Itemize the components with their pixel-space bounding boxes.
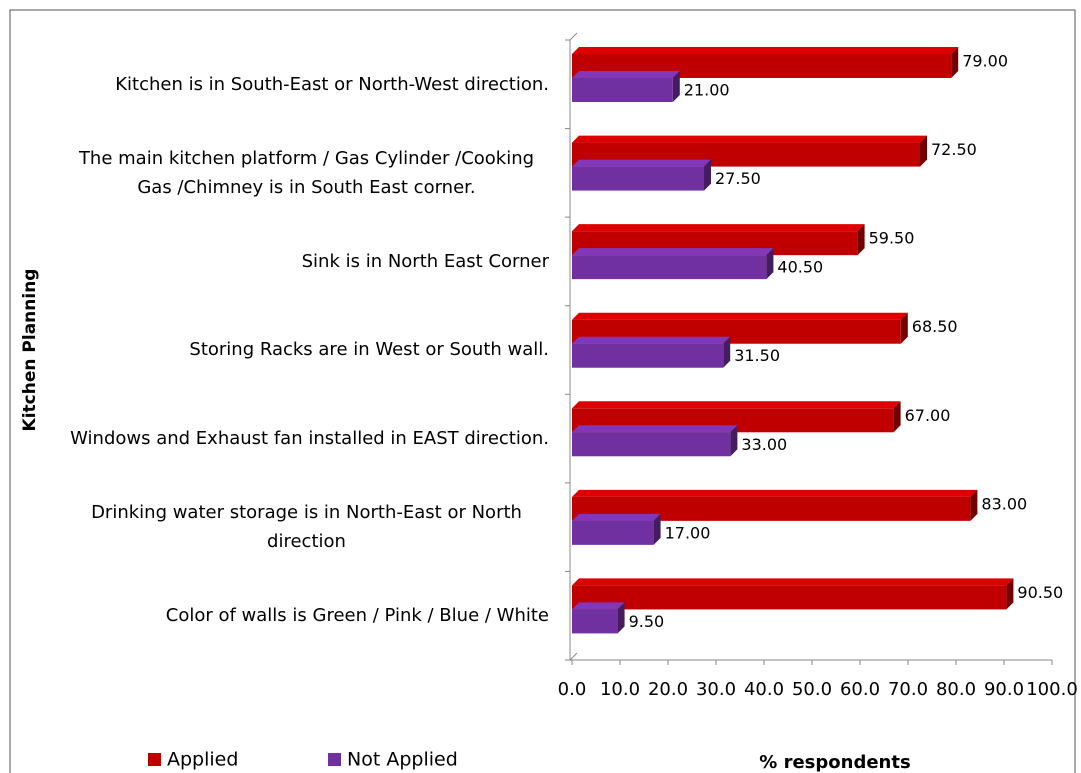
bar-side-face [857, 224, 865, 256]
bar [572, 425, 738, 457]
x-tick-label: 90.0 [984, 679, 1024, 700]
bar-side-face [617, 602, 625, 634]
bar-side-face [920, 135, 927, 167]
bar-front-face [572, 585, 1007, 610]
bar [572, 513, 661, 545]
category-label-box: Kitchen is in South-East or North-West d… [29, 40, 549, 129]
bar-front-face [572, 609, 618, 634]
bar-side-face [653, 513, 661, 545]
bar-side-face [723, 336, 731, 368]
value-label: 68.50 [912, 317, 958, 336]
value-label: 83.00 [981, 494, 1027, 513]
value-label: 79.00 [962, 52, 1008, 71]
value-label: 31.50 [734, 346, 780, 365]
bar-side-face [893, 401, 901, 433]
axis-line [569, 652, 578, 661]
bar [572, 71, 680, 102]
bar-side-face [766, 248, 774, 280]
value-label: 9.50 [629, 612, 665, 631]
value-label: 67.00 [905, 406, 951, 425]
bar-top-face [572, 602, 625, 610]
x-axis-title: % respondents [759, 752, 910, 773]
bar-top-face [572, 401, 901, 409]
bar-top-face [572, 312, 908, 320]
value-label: 90.50 [1017, 583, 1063, 602]
category-label-box: Windows and Exhaust fan installed in EAS… [29, 394, 549, 483]
x-tick-label: 70.0 [888, 679, 928, 700]
category-label: Windows and Exhaust fan installed in EAS… [70, 428, 549, 450]
bar-top-face [572, 248, 774, 256]
category-label: Sink is in North East Corner [301, 250, 549, 272]
bar-top-face [572, 513, 661, 521]
bar [572, 135, 927, 167]
bar-side-face [730, 425, 738, 457]
chart-border [9, 9, 1076, 773]
x-tick-label: 60.0 [840, 679, 880, 700]
bar [572, 578, 1014, 610]
bar-front-face [572, 432, 731, 457]
x-tick-label: 50.0 [792, 679, 832, 700]
category-label: Storing Racks are in West or South wall. [189, 339, 549, 361]
value-label: 21.00 [684, 81, 730, 100]
category-label: Color of walls is Green / Pink / Blue / … [165, 605, 549, 627]
bar [572, 336, 731, 368]
legend-swatch [148, 753, 161, 766]
category-label: The main kitchen platform / Gas Cylinder… [78, 147, 535, 198]
x-tick-label: 100.0 [1026, 679, 1078, 700]
bar-top-face [572, 71, 680, 78]
category-label-box: Color of walls is Green / Pink / Blue / … [29, 571, 549, 660]
bar-top-face [572, 578, 1014, 586]
x-tick-label: 0.0 [558, 679, 587, 700]
category-label: Kitchen is in South-East or North-West d… [115, 73, 549, 95]
value-label: 59.50 [869, 229, 915, 248]
legend-label: Not Applied [347, 749, 458, 771]
bar-side-face [970, 489, 978, 521]
x-tick-label: 40.0 [744, 679, 784, 700]
x-tick-label: 30.0 [696, 679, 736, 700]
value-label: 40.50 [777, 258, 823, 277]
bar-front-face [572, 343, 724, 368]
bar [572, 47, 959, 78]
category-label-box: Storing Racks are in West or South wall. [29, 306, 549, 395]
x-tick-label: 20.0 [648, 679, 688, 700]
value-label: 27.50 [715, 169, 761, 188]
bar-top-face [572, 47, 959, 54]
value-label: 72.50 [931, 140, 977, 159]
bar-side-face [1006, 578, 1014, 610]
bar [572, 159, 711, 191]
bar-top-face [572, 489, 978, 497]
bar-top-face [572, 159, 711, 167]
value-label: 33.00 [741, 435, 787, 454]
bar-top-face [572, 336, 731, 344]
bar-front-face [572, 520, 654, 545]
axis-line [569, 32, 578, 41]
bar-front-face [572, 255, 767, 280]
bar-front-face [572, 78, 673, 102]
bar-side-face [672, 71, 680, 102]
bar [572, 602, 625, 634]
bar [572, 248, 774, 280]
category-label-box: The main kitchen platform / Gas Cylinder… [29, 129, 549, 218]
bar-side-face [900, 312, 908, 344]
bar-side-face [704, 159, 711, 191]
legend-label: Applied [167, 749, 238, 771]
bar-top-face [572, 135, 927, 143]
bar-side-face [951, 47, 959, 78]
category-label: Drinking water storage is in North-East … [91, 502, 522, 553]
bar-top-face [572, 425, 738, 433]
category-label-box: Drinking water storage is in North-East … [29, 483, 549, 572]
category-label-box: Sink is in North East Corner [29, 217, 549, 306]
bar-top-face [572, 224, 865, 232]
bar-front-face [572, 166, 704, 191]
x-tick-label: 10.0 [600, 679, 640, 700]
y-axis-title: Kitchen Planning [20, 269, 40, 432]
legend-swatch [328, 753, 341, 766]
value-label: 17.00 [665, 523, 711, 542]
x-tick-label: 80.0 [936, 679, 976, 700]
